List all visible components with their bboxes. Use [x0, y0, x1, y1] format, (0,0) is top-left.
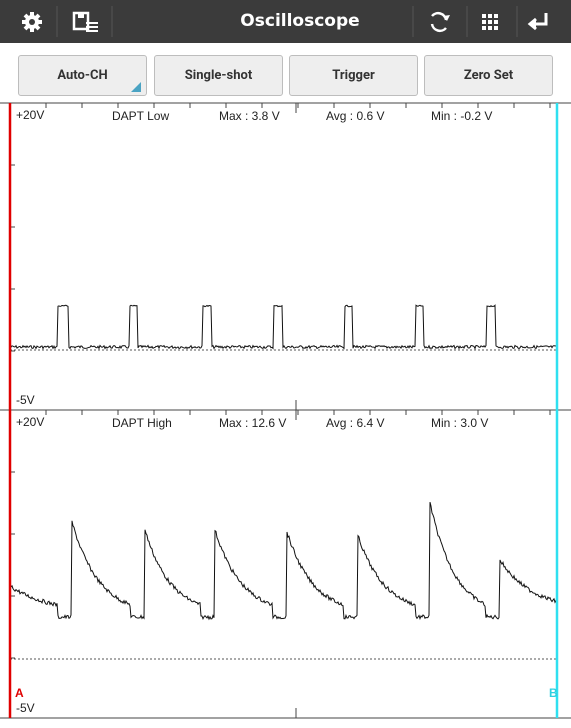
back-icon[interactable]	[527, 13, 548, 31]
scale-label: -5V	[16, 701, 35, 715]
channel-name: DAPT Low	[112, 109, 169, 123]
toolbar-title: Oscilloscope	[240, 11, 360, 31]
avg-reading: Avg : 6.4 V	[326, 416, 384, 430]
min-reading: Min : 3.0 V	[431, 416, 488, 430]
grid-icon[interactable]	[482, 14, 498, 30]
dropdown-corner	[131, 82, 141, 92]
scope-plot: +20V DAPT Low Max : 3.8 V Avg : 0.6 V Min : …	[0, 102, 571, 719]
waveform-high	[9, 501, 558, 621]
toolbar-icons	[22, 6, 548, 37]
avg-reading: Avg : 0.6 V	[326, 109, 384, 123]
button[interactable]: Single-shot	[154, 55, 283, 96]
toolbar: Oscilloscope	[0, 0, 571, 43]
scale-label: +20V	[16, 108, 44, 122]
max-reading: Max : 12.6 V	[219, 416, 286, 430]
cursor-b-label: B	[549, 686, 558, 700]
button[interactable]: Trigger	[289, 55, 418, 96]
max-reading: Max : 3.8 V	[219, 109, 280, 123]
refresh-icon[interactable]	[430, 11, 450, 33]
scale-label: -5V	[16, 393, 35, 407]
cursor-a-label: A	[15, 686, 24, 700]
channel-name: DAPT High	[112, 416, 172, 430]
button[interactable]: Auto-CH	[18, 55, 147, 96]
button[interactable]: Zero Set	[424, 55, 553, 96]
scale-label: +20V	[16, 415, 44, 429]
settings-icon[interactable]	[22, 12, 42, 32]
waveform-low	[9, 304, 558, 350]
save-icon[interactable]	[72, 11, 98, 32]
min-reading: Min : -0.2 V	[431, 109, 492, 123]
